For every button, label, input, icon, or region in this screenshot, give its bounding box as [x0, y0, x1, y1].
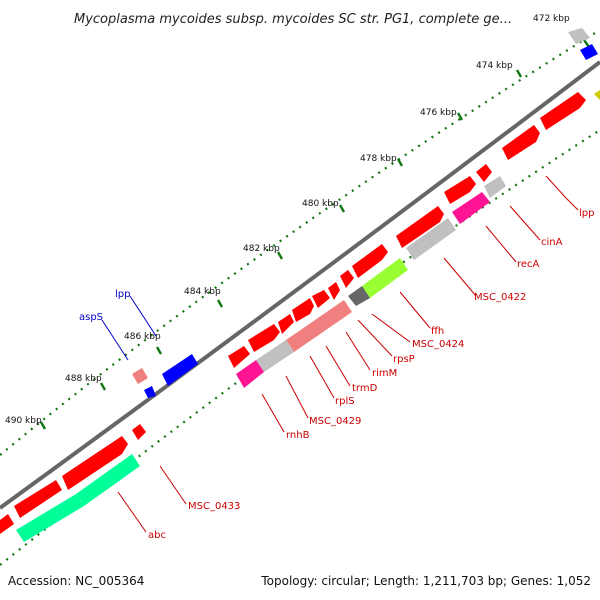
tick-label: 490 kbp — [5, 416, 42, 426]
gene-label-ffh: ffh — [431, 326, 444, 337]
gene-labels: lpp aspS lpp cinA recA MSC_0422 ffh MSC_… — [79, 208, 594, 541]
gene-label-trmd: trmD — [352, 383, 378, 394]
label-leaders — [101, 175, 579, 533]
gene-feature — [540, 92, 586, 130]
forward-strand-genes — [0, 28, 600, 534]
tick-label: 478 kbp — [360, 154, 397, 164]
tick-label: 480 kbp — [302, 199, 339, 209]
gene-feature — [292, 298, 314, 322]
tick-label: 488 kbp — [65, 374, 102, 384]
gene-feature — [144, 386, 156, 398]
gene-feature — [162, 354, 198, 386]
gene-label-abc: abc — [148, 530, 166, 541]
tick-label: 486 kbp — [124, 332, 161, 342]
gene-feature — [14, 480, 62, 518]
tick-labels: 472 kbp 474 kbp 476 kbp 478 kbp 480 kbp … — [5, 14, 570, 426]
tick-label: 472 kbp — [533, 14, 570, 24]
gene-feature — [236, 360, 264, 388]
gene-label-msc-0429: MSC_0429 — [309, 416, 361, 427]
gene-label-msc-0433: MSC_0433 — [188, 501, 240, 512]
gene-label-msc-0424: MSC_0424 — [412, 339, 464, 350]
gene-feature — [76, 454, 140, 506]
gene-feature — [396, 206, 444, 248]
gene-feature — [278, 314, 294, 334]
major-ticks — [39, 39, 590, 430]
gene-label-msc-0422: MSC_0422 — [474, 292, 526, 303]
tick-label: 482 kbp — [243, 244, 280, 254]
gene-feature — [568, 28, 590, 44]
gene-feature — [16, 494, 84, 542]
gene-label-reca: recA — [517, 259, 540, 270]
gene-feature — [348, 286, 370, 306]
gene-feature — [0, 514, 14, 534]
genome-summary-text: Topology: circular; Length: 1,211,703 bp… — [260, 574, 591, 588]
accession-text: Accession: NC_005364 — [8, 574, 144, 588]
gene-feature — [352, 244, 388, 278]
gene-feature — [340, 270, 354, 288]
gene-feature — [62, 436, 128, 490]
gene-feature — [132, 424, 146, 440]
gene-feature — [406, 218, 456, 260]
tick-label: 484 kbp — [184, 287, 221, 297]
gene-feature — [476, 164, 492, 182]
gene-feature — [594, 90, 600, 100]
gene-label-lpp: lpp — [579, 208, 594, 219]
reverse-strand-genes — [16, 176, 506, 542]
gene-feature — [228, 346, 250, 368]
gene-label-rpsp: rpsP — [393, 354, 415, 365]
gene-feature — [362, 258, 408, 298]
tick-label: 474 kbp — [476, 61, 513, 71]
gene-label-lpp-forward: lpp — [115, 289, 130, 300]
gene-label-rpls: rplS — [335, 396, 355, 407]
gene-label-cina: cinA — [541, 237, 563, 248]
gene-label-rnhb: rnhB — [286, 430, 310, 441]
outer-tick-ring — [0, 29, 600, 456]
gene-feature — [502, 125, 540, 160]
gene-feature — [328, 282, 340, 300]
gene-feature — [452, 192, 490, 224]
gene-feature — [132, 368, 148, 384]
tick-label: 476 kbp — [420, 108, 457, 118]
genome-backbone — [0, 60, 600, 510]
gene-feature — [444, 176, 476, 204]
gene-label-asps: aspS — [79, 312, 103, 323]
gene-feature — [256, 340, 294, 372]
gene-label-rimm: rimM — [372, 368, 397, 379]
gene-feature — [580, 44, 598, 60]
gene-feature — [286, 300, 352, 352]
gene-feature — [484, 176, 506, 198]
gene-feature — [248, 324, 280, 352]
gene-feature — [312, 290, 330, 308]
map-title: Mycoplasma mycoides subsp. mycoides SC s… — [74, 12, 512, 27]
